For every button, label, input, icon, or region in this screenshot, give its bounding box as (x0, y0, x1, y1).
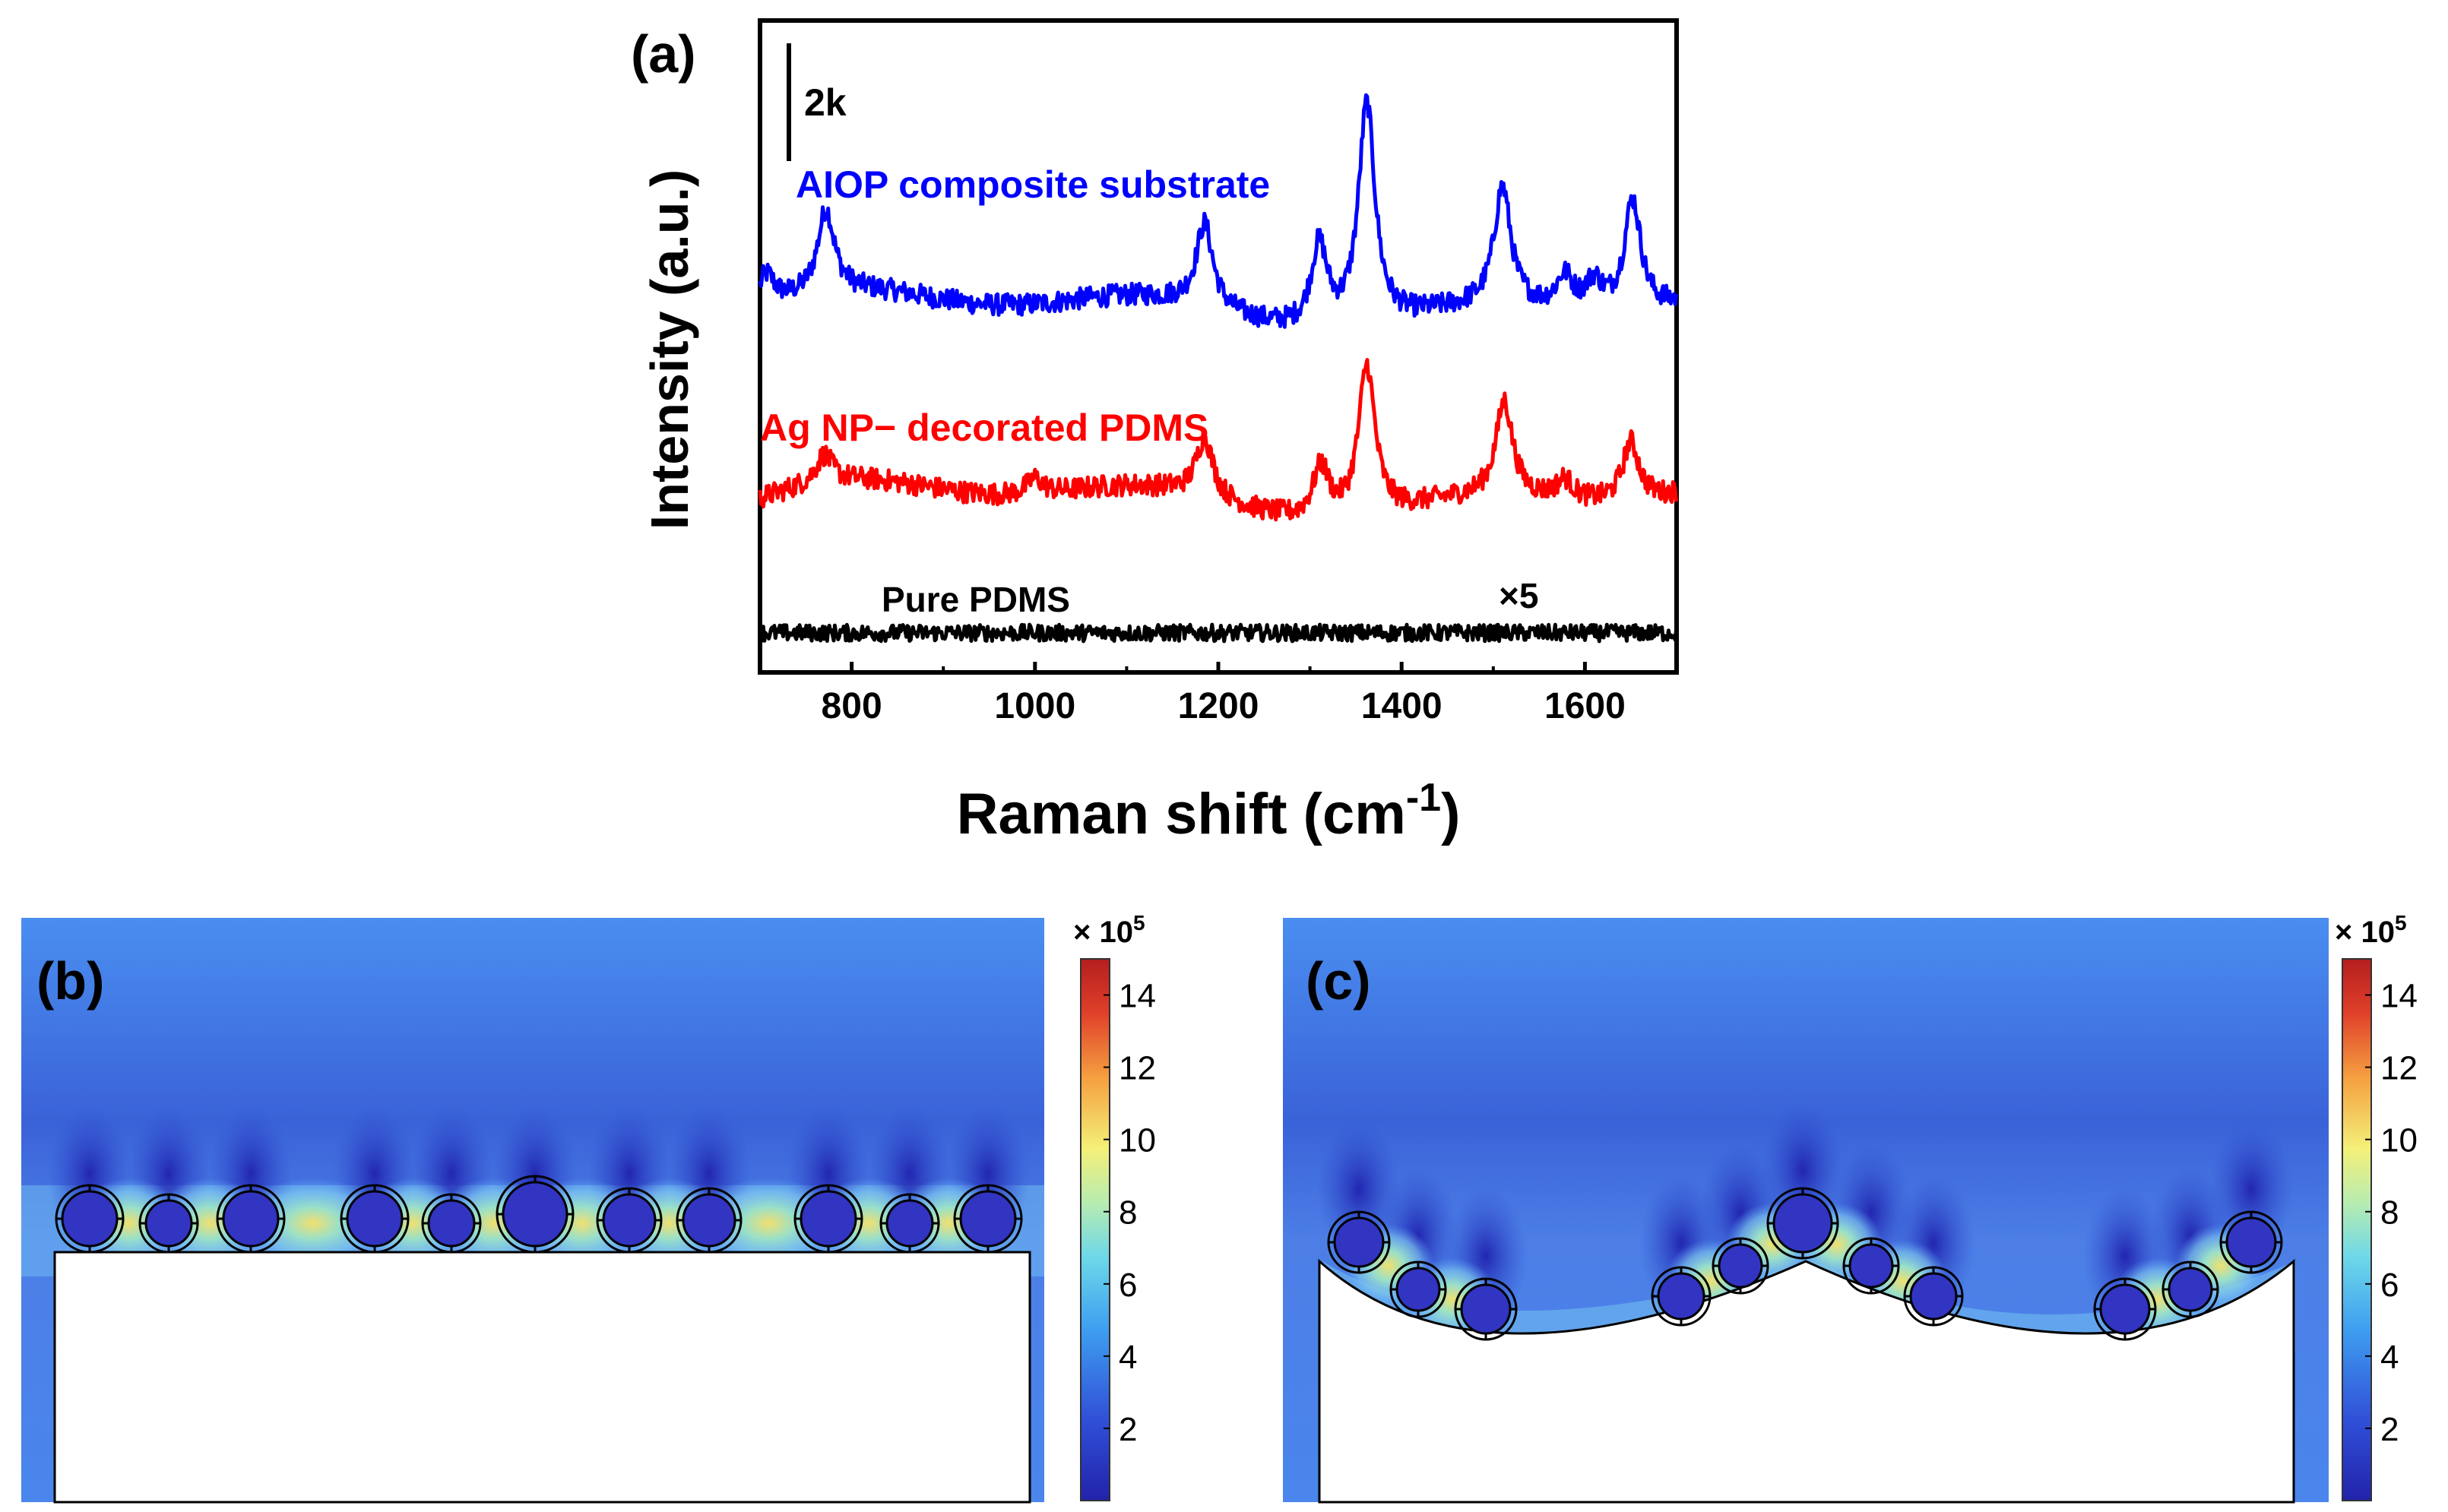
panel-b-particles (55, 1175, 1023, 1254)
x-tick-label: 1600 (1544, 686, 1626, 726)
nanoparticle (1766, 1187, 1839, 1260)
panel-b-colorbar: × 105 2 4 6 8 10 12 14 (1073, 911, 1156, 1501)
series-labels: AIOP composite substrate Ag NP− decorated… (760, 163, 1270, 619)
colorbar-tick-label: 6 (1119, 1267, 1137, 1304)
nanoparticle (793, 1184, 863, 1254)
nanoparticle (2219, 1210, 2283, 1274)
colorbar-exponent: × 105 (1073, 911, 1145, 949)
x-axis-label: Raman shift (cm-1) (957, 776, 1461, 846)
x-tick-label: 1000 (994, 686, 1075, 726)
x-tick-label: 1400 (1361, 686, 1443, 726)
panel-a-label: (a) (631, 24, 696, 84)
y-axis-label: Intensity (a.u.) (640, 169, 699, 530)
panel-c-particles (1327, 1187, 2283, 1341)
panel-b-field-map: (b) × 105 2 4 6 8 10 12 14 (21, 911, 1156, 1504)
nanoparticle (953, 1184, 1023, 1254)
colorbar-tick-label: 2 (2380, 1411, 2399, 1448)
nanoparticle (138, 1193, 199, 1254)
panel-a-raman-chart: (a) 2k AIOP composite substrate Ag NP− de… (631, 18, 1679, 846)
panel-b-label: (b) (36, 951, 104, 1011)
nanoparticle (55, 1184, 125, 1254)
colorbar-tick-label: 12 (1119, 1050, 1156, 1087)
nanoparticle (596, 1187, 663, 1254)
series-group (758, 93, 1678, 644)
x-axis-ticks: 800 1000 1200 1400 1600 (758, 662, 1678, 726)
series-line-0 (758, 93, 1678, 329)
nanoparticle (1712, 1237, 1769, 1295)
scale-bar-label: 2k (804, 81, 847, 124)
x-tick-label: 800 (822, 686, 882, 726)
field-shadow (2209, 1121, 2293, 1257)
colorbar-tick-label: 14 (1119, 978, 1156, 1015)
panel-b-substrate (53, 1251, 1031, 1504)
panel-c-colorbar: × 105 2 4 6 8 10 12 14 (2335, 911, 2418, 1501)
colorbar-gradient (1080, 958, 1110, 1501)
x-tick-label: 1200 (1178, 686, 1259, 726)
nanoparticle (2161, 1261, 2219, 1318)
colorbar-gradient (2342, 958, 2372, 1501)
nanoparticle (1454, 1277, 1518, 1341)
nanoparticle (340, 1184, 410, 1254)
colorbar-tick-label: 4 (1119, 1339, 1137, 1376)
nanoparticle (421, 1193, 482, 1254)
nanoparticle (1389, 1261, 1447, 1318)
nanoparticle (676, 1187, 743, 1254)
colorbar-tick-label: 14 (2380, 978, 2418, 1015)
colorbar-tick-label: 6 (2380, 1267, 2399, 1304)
multiplier-label: ×5 (1499, 576, 1538, 615)
colorbar-tick-label: 10 (2380, 1122, 2418, 1159)
nanoparticle (1651, 1266, 1712, 1327)
field-hotspot (694, 1178, 844, 1269)
nanoparticle (1327, 1210, 1391, 1274)
plot-frame (758, 18, 1679, 675)
nanoparticle (1903, 1266, 1964, 1327)
series-label-1: Ag NP− decorated PDMS (760, 406, 1208, 449)
series-line-2 (758, 622, 1678, 644)
series-label-0: AIOP composite substrate (796, 163, 1270, 206)
colorbar-tick-label: 10 (1119, 1122, 1156, 1159)
nanoparticle (879, 1193, 940, 1254)
colorbar-tick-label: 12 (2380, 1050, 2418, 1087)
colorbar-tick-label: 8 (2380, 1194, 2399, 1232)
field-hotspot (236, 1178, 390, 1269)
colorbar-exponent: × 105 (2335, 911, 2407, 949)
colorbar-tick-label: 8 (1119, 1194, 1137, 1232)
panel-c-field-map: (c) × 105 2 4 6 8 10 12 14 (1283, 911, 2418, 1504)
nanoparticle (496, 1175, 575, 1254)
colorbar-tick-label: 4 (2380, 1339, 2399, 1376)
nanoparticle (2093, 1277, 2157, 1341)
series-line-1 (758, 358, 1678, 522)
nanoparticle (1842, 1237, 1900, 1295)
panel-c-label: (c) (1306, 951, 1371, 1011)
series-label-2: Pure PDMS (882, 580, 1070, 619)
colorbar-tick-label: 2 (1119, 1411, 1137, 1448)
nanoparticle (216, 1184, 286, 1254)
